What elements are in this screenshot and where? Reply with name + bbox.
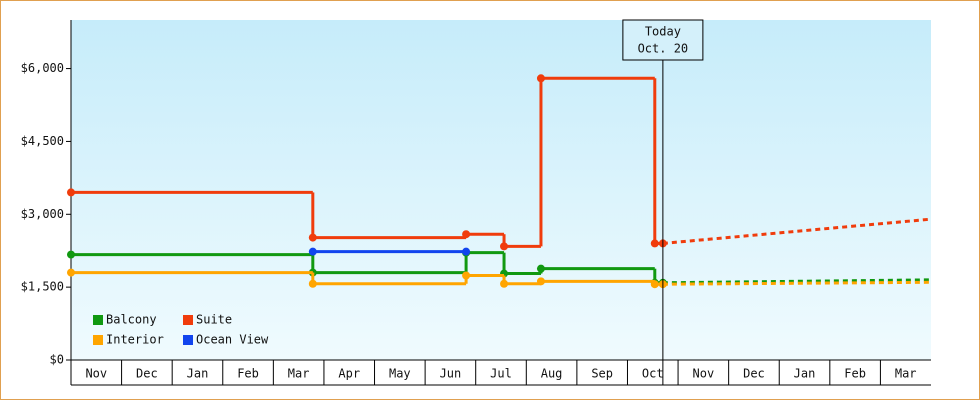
data-point [462, 230, 471, 239]
y-tick-label: $1,500 [21, 280, 64, 294]
y-tick-label: $0 [50, 353, 64, 367]
y-tick-label: $4,500 [21, 134, 64, 148]
x-tick-label: Feb [237, 367, 259, 381]
x-tick-label: May [389, 367, 411, 381]
data-point [500, 242, 509, 251]
data-point [500, 279, 509, 288]
today-label: Today [645, 25, 681, 39]
data-point [650, 280, 659, 289]
data-point [536, 74, 545, 83]
today-box [622, 19, 704, 61]
data-point [462, 271, 471, 280]
legend-swatch [93, 315, 103, 325]
x-tick-label: Jan [794, 367, 816, 381]
x-tick-label: Dec [743, 367, 765, 381]
legend-label: Interior [106, 333, 164, 347]
data-point [650, 239, 659, 248]
data-point [308, 233, 317, 242]
data-point [462, 247, 471, 256]
today-label: Oct. 20 [638, 42, 689, 56]
legend-label: Balcony [106, 313, 157, 327]
x-tick-label: Jun [440, 367, 462, 381]
x-tick-label: Jul [490, 367, 512, 381]
legend-swatch [183, 315, 193, 325]
x-tick-label: Nov [693, 367, 715, 381]
plot-area [71, 20, 931, 360]
data-point [536, 264, 545, 273]
data-point [308, 279, 317, 288]
x-tick-label: Apr [338, 367, 360, 381]
x-tick-label: Sep [591, 367, 613, 381]
legend-label: Suite [196, 313, 232, 327]
legend-swatch [183, 335, 193, 345]
x-tick-label: Aug [541, 367, 563, 381]
x-tick-label: Jan [187, 367, 209, 381]
legend-label: Ocean View [196, 333, 269, 347]
x-tick-label: Dec [136, 367, 158, 381]
y-tick-label: $3,000 [21, 207, 64, 221]
legend-swatch [93, 335, 103, 345]
x-tick-label: Nov [85, 367, 107, 381]
x-tick-label: Mar [895, 367, 917, 381]
x-tick-label: Feb [844, 367, 866, 381]
data-point [536, 277, 545, 286]
x-tick-label: Oct [642, 367, 664, 381]
x-tick-label: Mar [288, 367, 310, 381]
data-point [67, 268, 75, 277]
data-point [67, 250, 75, 259]
y-tick-label: $6,000 [21, 61, 64, 75]
data-point [308, 247, 317, 256]
data-point [67, 188, 75, 197]
